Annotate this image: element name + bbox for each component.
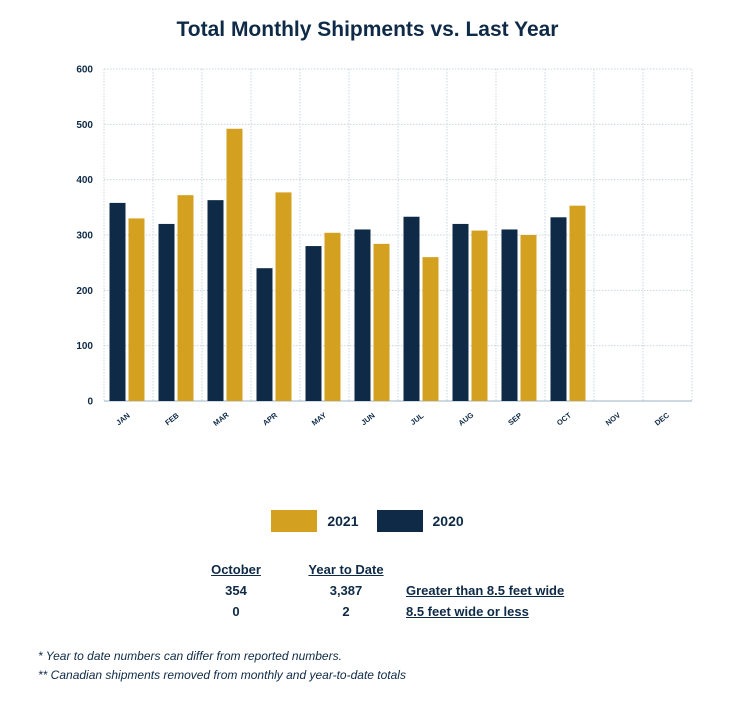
legend-swatch-2021 <box>271 510 318 532</box>
footnotes: * Year to date numbers can differ from r… <box>38 649 406 687</box>
bar-2021-sep <box>520 235 537 401</box>
bar-2021-oct <box>569 205 586 401</box>
bar-2020-jun <box>354 229 371 401</box>
grid <box>103 68 693 402</box>
bar-2021-feb <box>177 195 194 401</box>
ytd-value: 3,387 <box>329 583 363 598</box>
x-tick-label: NOV <box>604 410 622 427</box>
y-tick-label: 200 <box>76 286 93 297</box>
y-tick-label: 400 <box>76 175 93 186</box>
header-year-to-date: Year to Date <box>308 562 384 577</box>
y-tick-label: 500 <box>76 120 93 131</box>
bar-2020-jan <box>109 202 126 401</box>
x-tick-label: JUN <box>359 411 376 427</box>
legend-item-2020: 2020 <box>376 510 464 532</box>
bar-2021-apr <box>275 192 292 401</box>
bar-2021-may <box>324 232 341 401</box>
x-tick-label: JUL <box>409 411 426 427</box>
x-tick-label: SEP <box>506 411 523 427</box>
october-value: 354 <box>225 583 247 598</box>
bar-2021-mar <box>226 128 243 401</box>
ytd-value: 2 <box>342 604 350 619</box>
bar-2020-oct <box>550 217 567 401</box>
bar-2021-aug <box>471 230 488 401</box>
footnote-2: ** Canadian shipments removed from month… <box>38 668 406 682</box>
bar-2020-sep <box>501 229 518 401</box>
row-label: Greater than 8.5 feet wide <box>406 583 565 598</box>
bar-2021-jan <box>128 218 145 401</box>
x-tick-label: OCT <box>555 410 573 427</box>
bar-2020-mar <box>207 200 224 401</box>
x-tick-label: DEC <box>653 410 671 427</box>
bar-2020-jul <box>403 216 420 401</box>
october-value: 0 <box>232 604 240 619</box>
legend-item-2021: 2021 <box>271 510 359 532</box>
legend-label-2021: 2021 <box>327 513 359 529</box>
x-axis-ticks: JAN FEB MAR APR MAY JUN JUL AUG SEP OCT NOV DEC <box>114 410 671 428</box>
x-tick-label: APR <box>261 410 279 427</box>
summary-header-row: October Year to Date <box>200 559 620 580</box>
bar-2021-jun <box>373 243 390 401</box>
legend-label-2020: 2020 <box>432 513 464 529</box>
header-october: October <box>211 562 261 577</box>
y-tick-label: 0 <box>87 397 93 408</box>
y-axis-ticks: 0 100 200 300 400 500 600 <box>76 65 93 408</box>
summary-table: October Year to Date 354 3,387 Greater t… <box>200 559 620 622</box>
summary-row: 354 3,387 Greater than 8.5 feet wide <box>200 580 620 601</box>
bar-2020-may <box>305 246 322 401</box>
x-tick-label: AUG <box>457 410 476 427</box>
bar-chart: 0 100 200 300 400 500 600 JAN FEB MAR APR MAY JUN JU… <box>76 65 693 428</box>
x-tick-label: MAY <box>310 411 328 428</box>
footnote-1: * Year to date numbers can differ from r… <box>38 649 342 663</box>
chart-title: Total Monthly Shipments vs. Last Year <box>176 18 559 41</box>
bar-2021-jul <box>422 257 439 401</box>
summary-row: 0 2 8.5 feet wide or less <box>200 601 620 622</box>
y-tick-label: 300 <box>76 231 93 242</box>
row-label: 8.5 feet wide or less <box>406 604 529 619</box>
legend-swatch-2020 <box>376 510 423 532</box>
bar-2020-feb <box>158 223 175 401</box>
y-tick-label: 600 <box>76 65 93 76</box>
legend: 2021 2020 <box>0 510 735 532</box>
bar-2020-aug <box>452 223 469 401</box>
x-tick-label: FEB <box>163 411 181 428</box>
bar-2020-apr <box>256 268 273 401</box>
x-tick-label: JAN <box>114 411 131 427</box>
bars <box>109 128 586 401</box>
y-tick-label: 100 <box>76 341 93 352</box>
x-tick-label: MAR <box>211 410 230 428</box>
